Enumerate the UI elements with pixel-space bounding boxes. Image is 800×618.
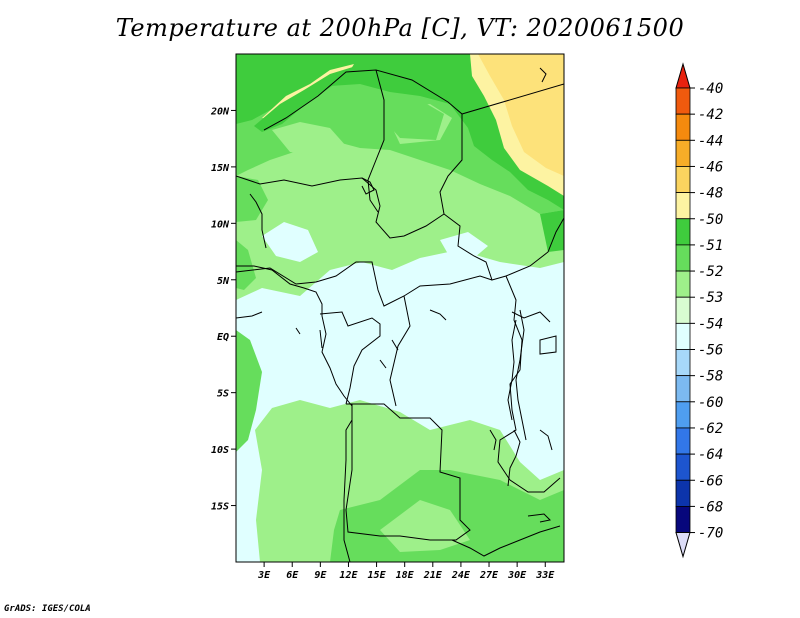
colorbar-swatch <box>675 192 691 220</box>
band-m52-nw-strip <box>254 66 356 132</box>
colorbar-label: -58 <box>698 369 723 385</box>
colorbar-top-arrow <box>675 62 691 89</box>
x-tick-label: 12E <box>339 570 358 581</box>
band-m50-ne <box>478 54 564 176</box>
colorbar-swatch <box>675 375 691 403</box>
colorbar-swatch <box>675 427 691 455</box>
colorbar-label: -52 <box>698 264 723 280</box>
colorbar: -40 -42 -44 -46 -48 -50 -51 -52 -53 -54 -56 -58 -60 -… <box>675 62 723 559</box>
x-tick-label: 30E <box>507 570 527 581</box>
colorbar-swatch <box>675 270 691 298</box>
y-tick-label: 5S <box>217 389 229 400</box>
y-axis: 20N 15N 10N 5N EQ 5S 10S 15S <box>210 106 236 513</box>
colorbar-label: -46 <box>698 159 723 175</box>
temperature-field <box>236 54 564 562</box>
band-m54-south-streak <box>380 500 470 552</box>
band-m52-east-lobe <box>540 210 564 252</box>
colorbar-label: -44 <box>698 133 723 149</box>
colorbar-label: -70 <box>698 526 723 542</box>
colorbar-swatch <box>675 166 691 193</box>
colorbar-label: -48 <box>698 186 723 202</box>
x-tick-label: 21E <box>423 570 443 581</box>
colorbar-swatch <box>675 296 691 324</box>
colorbar-label: -53 <box>698 290 723 306</box>
x-tick-label: 9E <box>314 570 327 581</box>
colorbar-swatch <box>675 479 691 507</box>
colorbar-label: -60 <box>698 395 723 411</box>
colorbar-label: -68 <box>698 499 723 515</box>
y-tick-label: 20N <box>210 106 230 117</box>
y-tick-label: 15N <box>211 163 230 174</box>
colorbar-swatch <box>675 453 691 481</box>
x-tick-label: 3E <box>257 570 271 581</box>
band-m54-north-pocket <box>272 122 346 156</box>
colorbar-swatch <box>675 113 691 141</box>
colorbar-label: -50 <box>698 212 723 228</box>
colorbar-label: -40 <box>698 81 723 97</box>
map-frame <box>235 53 565 563</box>
colorbar-label: -51 <box>698 238 723 254</box>
x-tick-label: 15E <box>368 570 387 581</box>
colorbar-label: -64 <box>698 447 723 463</box>
y-tick-label: EQ <box>217 332 229 343</box>
y-tick-label: 10N <box>211 219 230 230</box>
y-tick-label: 5N <box>217 276 230 287</box>
band-m53-west-patch <box>236 240 256 290</box>
band-m53-west <box>236 330 262 452</box>
colorbar-swatch <box>675 87 691 115</box>
colorbar-swatch <box>675 139 691 167</box>
x-axis: 3E 6E 9E 12E 15E 18E 21E 24E 27E 30E 33E <box>257 562 555 581</box>
y-tick-label: 10S <box>211 445 229 456</box>
country-borders <box>236 69 564 557</box>
colorbar-label: -54 <box>698 316 723 332</box>
footer-credit: GrADS: IGES/COLA <box>4 604 91 614</box>
band-m56-north <box>262 222 318 262</box>
colorbar-swatch <box>675 349 691 377</box>
colorbar-bottom-arrow <box>675 532 691 559</box>
colorbar-label: -42 <box>698 107 723 123</box>
band-m53-pocket <box>380 96 444 140</box>
y-tick-label: 15S <box>211 502 229 513</box>
colorbar-swatch <box>675 401 691 429</box>
colorbar-label: -66 <box>698 473 723 489</box>
x-tick-label: 6E <box>286 570 299 581</box>
band-m56-east <box>440 232 488 258</box>
x-tick-label: 24E <box>451 570 471 581</box>
x-tick-label: 18E <box>396 570 415 581</box>
band-m52-north <box>236 54 564 210</box>
band-m56-central <box>236 250 564 562</box>
x-tick-label: 27E <box>479 570 499 581</box>
colorbar-swatch <box>675 244 691 272</box>
coastlines <box>236 67 553 562</box>
colorbar-label: -56 <box>698 343 723 359</box>
page-title: Temperature at 200hPa [C], VT: 202006150… <box>115 14 685 42</box>
colorbar-label: -62 <box>698 421 723 437</box>
colorbar-swatch <box>675 505 691 533</box>
colorbar-swatch <box>675 218 691 246</box>
colorbar-swatch <box>675 322 691 350</box>
x-tick-label: 33E <box>535 570 555 581</box>
